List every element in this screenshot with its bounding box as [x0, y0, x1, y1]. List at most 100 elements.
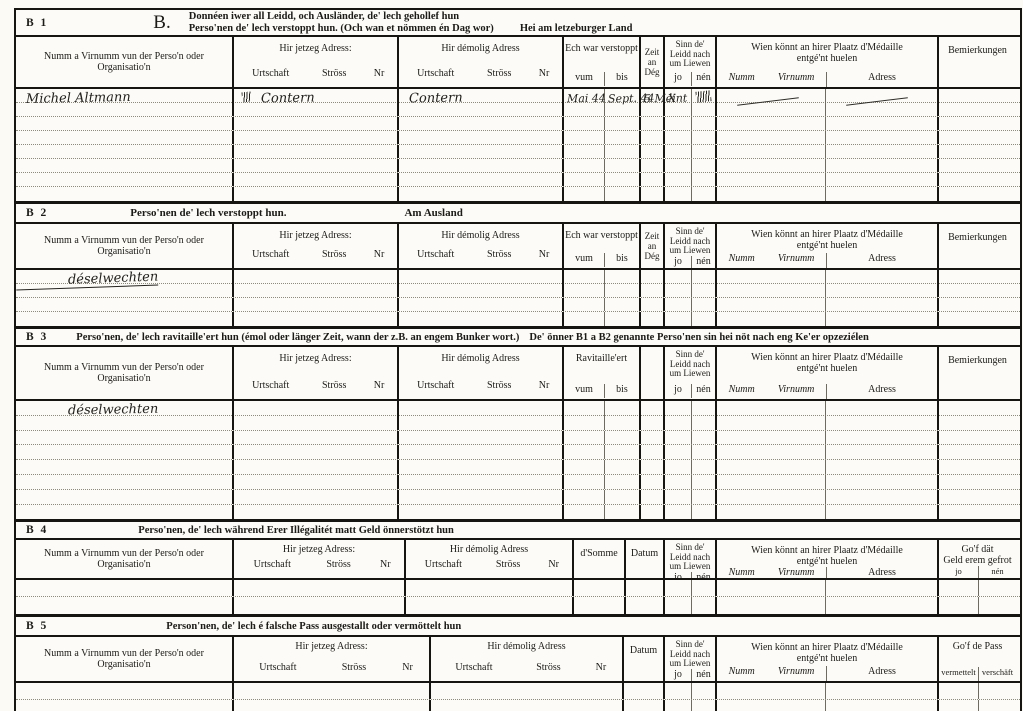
sinn-l3: um Liewen — [669, 245, 711, 255]
adress-label: Adress — [826, 72, 937, 87]
period-sublabels: vum bis — [564, 72, 639, 87]
empty-cell — [665, 117, 692, 130]
empty-cell — [605, 430, 641, 445]
col-zeit-header: Zeit an Dég — [641, 37, 665, 87]
empty-cell — [399, 460, 564, 474]
empty-cell — [826, 700, 939, 711]
empty-cell — [624, 683, 665, 700]
empty-row — [16, 580, 1020, 598]
urtschaft-label: Urtschaft — [252, 249, 290, 260]
entry-cell — [665, 401, 692, 419]
section-b5-title-row: B 5 Person'nen, de' lech é falsche Pass … — [16, 617, 1020, 638]
col-sinn-header: Sinn de' Leidd nach um Liewen jo nén — [665, 347, 717, 399]
section-letter: B. — [153, 11, 171, 33]
vum-label: vum — [564, 253, 605, 267]
numm-virnumm-labels: Numm Virnumm — [717, 666, 826, 681]
empty-cell — [431, 700, 624, 711]
gof-label: Go'f dät Geld erem gefrot — [939, 540, 1016, 566]
jetzeg-sublabels: Urtschaft Ströss Nr — [234, 380, 397, 399]
entry-zeit-cell: 5 Méint — [641, 89, 687, 107]
col-gof-header: Go'f de Pass vermettelt verschäft — [939, 637, 1016, 682]
empty-cell — [717, 597, 826, 615]
sinn-label: Sinn de' Leidd nach um Liewen — [665, 37, 715, 69]
empty-cell — [641, 415, 665, 430]
gof-l2: Geld erem gefrot — [943, 555, 1012, 567]
empty-cell — [717, 700, 826, 711]
empty-cell — [234, 312, 399, 326]
empty-cell — [939, 145, 1016, 158]
empty-row — [16, 597, 1020, 615]
empty-cell — [564, 173, 605, 186]
empty-row — [16, 131, 1020, 145]
empty-cell — [605, 474, 641, 489]
title-line-2: Perso'nen de' lech verstoppt hun. (Och w… — [188, 22, 494, 34]
title-line-1: Donnéen iwer all Leidd, och Ausländer, d… — [188, 10, 460, 22]
numm-label: Numm — [728, 567, 755, 579]
empty-cell — [939, 683, 979, 700]
empty-cell — [399, 415, 564, 430]
empty-cell — [605, 117, 641, 130]
empty-cell — [641, 103, 665, 116]
empty-cell — [406, 597, 574, 615]
nen-label: nén — [696, 668, 711, 680]
empty-cell — [939, 117, 1016, 130]
col-jetzeg-header: Hir jetzeg Adress: Urtschaft Ströss Nr — [234, 347, 399, 399]
empty-cell — [605, 173, 641, 186]
empty-cell — [234, 159, 399, 172]
virnumm-label: Virnumm — [777, 253, 815, 264]
empty-cell — [826, 131, 939, 144]
wien-l2: entgé'nt huelen — [796, 240, 858, 251]
col-wien-header: Wien könnt an hirer Plaatz d'Médaille ent… — [717, 224, 939, 268]
gof-nen-label: nén — [991, 566, 1004, 577]
empty-cell — [605, 460, 641, 474]
b5-rows — [16, 683, 1020, 711]
urtschaft-label: Urtschaft — [259, 662, 297, 674]
sinn-sublabels: jo nén — [665, 571, 715, 579]
empty-cell — [16, 145, 234, 158]
empty-cell — [979, 700, 1016, 711]
empty-cell — [826, 103, 939, 116]
gof-vermettelt-label: vermettelt — [939, 667, 979, 682]
empty-cell — [564, 460, 605, 474]
empty-cell — [16, 415, 234, 430]
col-name-header: Numm a Virnumm vun der Perso'n oder Orga… — [16, 347, 234, 399]
empty-cell — [717, 504, 826, 520]
numm-label: Numm — [728, 253, 755, 264]
empty-cell — [717, 187, 826, 201]
urtschaft-label: Urtschaft — [417, 68, 455, 79]
stross-label: Ströss — [322, 68, 347, 79]
demolig-label: Hir démolig Adress — [441, 230, 520, 241]
empty-cell — [16, 159, 234, 172]
urtschaft-label: Urtschaft — [252, 68, 290, 79]
col-somme-header: d'Somme — [574, 540, 626, 579]
wien-label: Wien könnt an hirer Plaatz d'Médaille ent… — [717, 540, 937, 567]
empty-cell — [234, 187, 399, 201]
empty-cell — [826, 474, 939, 489]
wien-sublabels: Numm Virnumm Adress — [717, 567, 937, 579]
empty-cell — [939, 475, 1016, 489]
empty-cell — [399, 187, 564, 201]
section-label: B 4 — [26, 524, 49, 537]
empty-cell — [717, 445, 826, 460]
empty-cell — [16, 474, 234, 489]
wien-sublabels: Numm Virnumm Adress — [717, 666, 937, 682]
empty-cell — [16, 683, 234, 700]
section-b2-title-row: B 2 Perso'nen de' lech verstoppt hun. Am… — [16, 204, 1020, 224]
empty-cell — [692, 700, 717, 711]
empty-cell — [692, 504, 717, 520]
empty-cell — [939, 416, 1016, 430]
somme-label: d'Somme — [580, 548, 618, 560]
empty-cell — [605, 187, 641, 201]
empty-cell — [692, 131, 717, 144]
empty-cell — [564, 415, 605, 430]
jetzeg-label: Hir jetzeg Adress: — [279, 43, 352, 54]
empty-cell — [574, 580, 626, 597]
entry-bis-cell: Sept. 44 — [605, 89, 655, 107]
empty-cell — [16, 597, 234, 615]
empty-cell — [605, 159, 641, 172]
wien-l2: entgé'nt huelen — [796, 363, 858, 374]
sinn-label: Sinn de' Leidd nach um Liewen — [665, 540, 715, 572]
entry-vum-cell: Mai 44 — [564, 89, 606, 107]
questionnaire-form: B 1 B. Donnéen iwer all Leidd, och Auslä… — [14, 8, 1022, 711]
nr-label: Nr — [538, 249, 550, 260]
